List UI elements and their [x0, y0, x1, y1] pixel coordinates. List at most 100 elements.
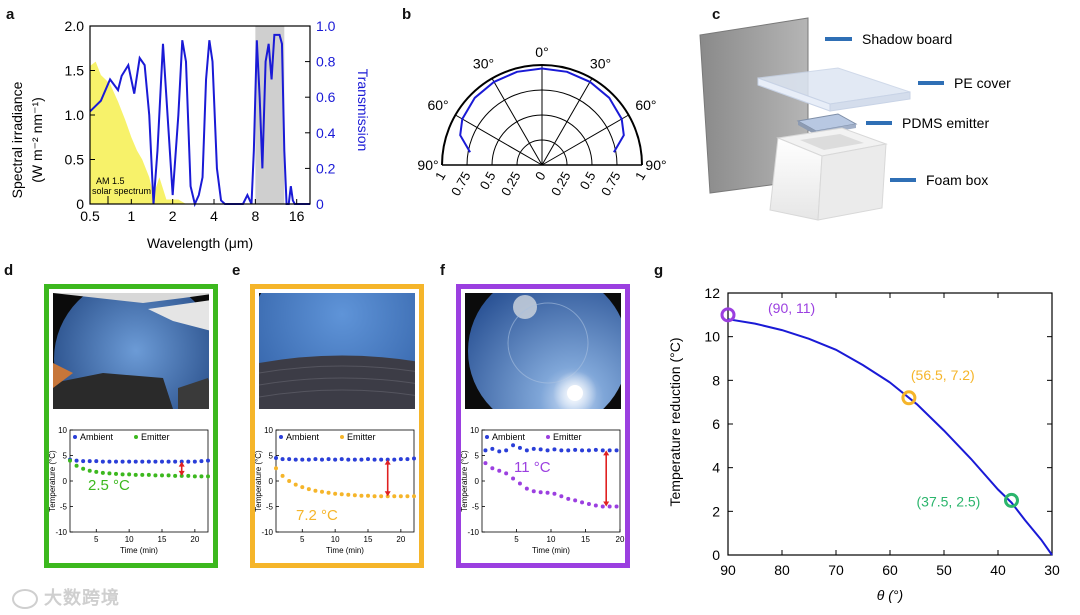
emitter-point — [531, 489, 536, 494]
chart-a-ylabel-right: Transmission — [355, 69, 370, 152]
chart-e-ytick-label: 5 — [269, 452, 274, 461]
emitter-point — [166, 473, 171, 478]
legend-emitter-label: Emitter — [347, 432, 376, 442]
ambient-point — [366, 457, 370, 462]
delta-arrow-head-bottom — [178, 470, 185, 476]
chart-g-ytick-label: 12 — [704, 285, 720, 301]
emitter-point — [300, 485, 305, 490]
ambient-point — [531, 446, 536, 451]
chart-a-xtick-label: 0.5 — [80, 208, 100, 224]
polar-angle-label: 60° — [635, 97, 656, 113]
emitter-point — [293, 482, 298, 487]
ambient-point — [120, 459, 125, 464]
emitter-point — [552, 491, 557, 496]
legend-ambient-marker — [73, 435, 77, 439]
ambient-point — [107, 459, 112, 464]
emitter-point — [405, 494, 410, 499]
emitter-point — [206, 474, 210, 479]
emitter-point — [392, 494, 397, 499]
ambient-point — [199, 459, 204, 464]
ambient-point — [593, 447, 598, 452]
panel-d-frame — [44, 284, 218, 568]
chart-d-ytick-label: -10 — [55, 528, 67, 537]
chart-g-ytick-label: 4 — [712, 460, 720, 476]
chart-a-ytick-left-label: 1.5 — [65, 63, 85, 79]
ambient-point — [100, 459, 105, 464]
ambient-point — [94, 459, 99, 464]
emitter-point — [504, 471, 509, 476]
chart-e-xtick-label: 5 — [300, 535, 305, 544]
polar-spoke — [455, 114, 543, 166]
emitter-point — [497, 468, 502, 473]
legend-ambient-marker — [279, 435, 283, 439]
chart-f-frame — [481, 429, 621, 533]
ambient-point — [133, 459, 138, 464]
emitter-point — [153, 473, 158, 478]
emitter-point — [313, 488, 318, 493]
emitter-point — [398, 494, 403, 499]
polar-angle-label: 90° — [645, 157, 666, 173]
emitter-point — [511, 476, 516, 481]
panel-e-frame — [250, 284, 424, 568]
chart-g-ytick-label: 0 — [712, 547, 720, 563]
panel-d-label: d — [4, 262, 14, 279]
legend-ambient-marker — [485, 435, 489, 439]
ambient-point — [146, 459, 151, 464]
chart-a-xlabel: Wavelength (μm) — [147, 235, 253, 251]
chart-a-ytick-left-label: 0 — [76, 196, 84, 212]
panel-e-label: e — [232, 262, 241, 279]
chart-d-xtick-label: 20 — [190, 535, 199, 544]
emitter-point — [107, 471, 112, 476]
ambient-point — [559, 448, 564, 453]
marker-point — [1004, 492, 1019, 508]
emitter-point — [352, 493, 357, 498]
legend-ambient-label: Ambient — [286, 432, 320, 442]
watermark-text: 大数跨境 — [44, 588, 120, 608]
legend-ambient-label: Ambient — [492, 432, 526, 442]
chart-e: 10 5 0 -5 -10 5 10 15 20 Time (min) Temperature (°… — [254, 426, 416, 555]
chart-d-xlabel: Time (min) — [120, 546, 158, 555]
delta-arrow-head-bottom — [603, 501, 610, 507]
ambient-point — [127, 459, 132, 464]
chart-g-xtick-label: 80 — [774, 562, 790, 578]
ambient-point — [614, 448, 619, 453]
legend-ambient-label: Ambient — [80, 432, 114, 442]
ambient-point — [320, 457, 324, 462]
chart-a-ytick-left-label: 2.0 — [65, 18, 85, 34]
emitter-point — [586, 501, 591, 506]
chart-g-xtick-label: 90 — [720, 562, 736, 578]
marker-point — [901, 390, 917, 406]
chart-e-ytick-label: -10 — [261, 528, 273, 537]
sky-photo-f — [465, 293, 621, 409]
emitter-point — [68, 458, 72, 463]
emitter-point — [538, 490, 543, 495]
watermark: 大数跨境 — [12, 584, 120, 610]
callout-pdms-emitter: PDMS emitter — [902, 115, 989, 131]
emitter-point — [524, 486, 529, 491]
emitter-point — [339, 492, 344, 497]
polar-radial-label: 1 — [432, 169, 449, 183]
chart-f-xtick-label: 5 — [514, 535, 519, 544]
ambient-point — [81, 459, 86, 464]
ambient-point — [586, 448, 591, 453]
emitter-point — [566, 496, 571, 501]
ambient-point — [114, 459, 118, 464]
chart-a-xtick-label: 4 — [210, 208, 218, 224]
polar-radial-label: 0.75 — [448, 169, 474, 198]
polar-spoke — [541, 78, 593, 166]
delta-arrow-head-bottom — [384, 491, 391, 497]
marker-label: (90, 11) — [768, 300, 815, 316]
chart-g-xtick-label: 60 — [882, 562, 898, 578]
marker-point — [720, 307, 736, 323]
chart-a-ytick-left-label: 1.0 — [65, 107, 85, 123]
chart-b: 0°30° 30°60° 60°90° 90°1 0.75 0.5 0.25 0 0.25 0.5… — [417, 44, 666, 198]
emitter-point — [146, 472, 151, 477]
emitter-point — [607, 504, 612, 509]
chart-a-ytick-right-label: 0.4 — [316, 125, 336, 141]
emitter-point — [306, 487, 311, 492]
chart-f-ylabel: Temperature (°C) — [460, 450, 469, 512]
emissivity-curve — [459, 67, 625, 153]
ambient-point — [173, 459, 178, 464]
ambient-point — [346, 457, 351, 462]
